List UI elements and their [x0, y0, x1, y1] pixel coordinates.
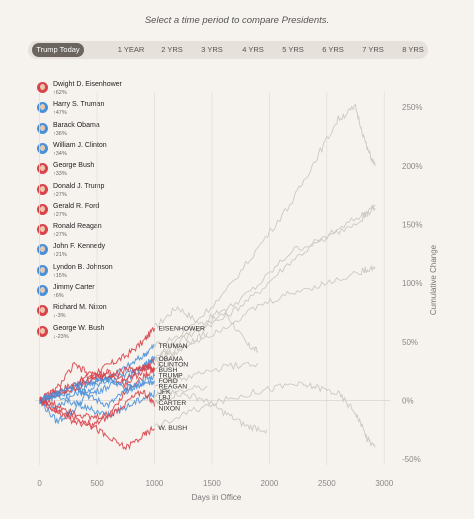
series-line-faded	[154, 330, 208, 365]
series-end-label: CARTER	[158, 400, 186, 407]
series-line	[39, 361, 155, 404]
president-portrait-icon	[37, 163, 48, 175]
time-period-selector: Trump Today 1 YEAR 2 YRS 3 YRS 4 YRS 5 YRS 6 Y…	[28, 41, 428, 59]
period-option[interactable]: 8 YRS	[402, 45, 424, 54]
president-portrait-icon	[37, 203, 48, 215]
legend-change: ↑6%	[53, 293, 64, 299]
legend-name: Ronald Reagan	[53, 223, 102, 231]
legend-change: ↑33%	[53, 171, 67, 178]
series-end-label: BUSH	[158, 367, 177, 374]
president-portrait-icon	[37, 183, 48, 195]
president-portrait-icon	[37, 82, 48, 93]
legend-change: ↑27%	[53, 232, 67, 239]
period-option[interactable]: Trump Today	[32, 43, 84, 57]
x-tick-label: 3000	[375, 479, 393, 488]
series-line-faded	[154, 265, 376, 369]
period-option[interactable]: 7 YRS	[362, 45, 384, 54]
x-tick-label: 1500	[203, 479, 221, 488]
series-line-faded	[154, 204, 376, 349]
president-portrait-icon	[37, 305, 48, 317]
y-axis-title: Cumulative Change	[429, 244, 438, 315]
series-line-faded	[154, 381, 376, 448]
legend-name: William J. Clinton	[53, 141, 107, 149]
series-end-label: EISENHOWER	[158, 325, 205, 332]
series-line-faded	[154, 305, 259, 354]
series-line	[39, 398, 155, 451]
legend-change: ↓-23%	[53, 333, 69, 340]
series-end-label: TRUMAN	[158, 343, 187, 350]
legend-name: George W. Bush	[53, 324, 105, 332]
series-end-label: CLINTON	[158, 361, 188, 368]
series-line-faded	[154, 384, 208, 398]
period-option[interactable]: 1 YEAR	[117, 45, 145, 54]
series-end-label: W. BUSH	[158, 425, 187, 432]
period-option[interactable]: 2 YRS	[161, 45, 183, 54]
legend-change: ↑21%	[53, 252, 67, 259]
y-tick-label: 0%	[402, 396, 414, 405]
legend-name: Harry S. Truman	[53, 101, 105, 109]
legend-change: ↑15%	[53, 272, 67, 279]
legend-change: ↑36%	[53, 130, 67, 137]
y-tick-label: 50%	[402, 338, 418, 347]
legend-change: ↑47%	[53, 110, 67, 117]
legend-name: Jimmy Carter	[53, 284, 95, 291]
legend-name: John F. Kennedy	[53, 243, 106, 251]
series-line-faded	[154, 206, 376, 360]
legend-name: Lyndon B. Johnson	[53, 263, 113, 271]
legend-name: Richard M. Nixon	[53, 304, 107, 312]
series-end-label: LBJ	[158, 394, 170, 401]
period-option[interactable]: 4 YRS	[242, 45, 264, 54]
x-axis-title: Days in Office	[192, 493, 242, 502]
series-end-label: JFK	[158, 389, 171, 396]
series-end-label: REAGAN	[158, 383, 187, 390]
series-line	[39, 343, 155, 412]
president-portrait-icon	[37, 264, 48, 276]
series-end-label: NIXON	[158, 405, 180, 412]
y-tick-label: 200%	[402, 162, 422, 171]
series-line-faded	[154, 389, 268, 435]
legend-change: ↑34%	[53, 150, 67, 157]
period-option[interactable]: 6 YRS	[322, 45, 344, 54]
president-portrait-icon	[37, 122, 48, 134]
president-portrait-icon	[37, 102, 48, 114]
x-tick-label: 2500	[318, 479, 336, 488]
y-tick-label: 250%	[402, 103, 422, 112]
x-tick-label: 0	[37, 479, 42, 488]
series-line-faded	[154, 361, 259, 387]
president-portrait-icon	[37, 325, 48, 337]
y-tick-label: 100%	[402, 279, 422, 288]
president-portrait-icon	[37, 142, 48, 154]
president-portrait-icon	[37, 285, 48, 296]
series-line-faded	[154, 103, 376, 361]
series-line	[39, 376, 155, 405]
president-portrait-icon	[37, 244, 48, 256]
series-end-label: TRUMP	[158, 372, 183, 379]
legend-name: George Bush	[53, 162, 95, 170]
legend-name: Barack Obama	[53, 121, 100, 129]
x-tick-label: 500	[90, 479, 104, 488]
chart-subtitle: Select a time period to compare Presiden…	[144, 15, 330, 26]
period-option[interactable]: 3 YRS	[201, 45, 223, 54]
president-portrait-icon	[37, 224, 48, 236]
series-end-label: FORD	[158, 378, 177, 385]
legend-name: Donald J. Trump	[53, 182, 105, 190]
period-option[interactable]: 5 YRS	[282, 45, 304, 54]
series-line	[39, 389, 155, 418]
series-line	[39, 367, 155, 422]
legend-change: ↑27%	[53, 191, 67, 198]
legend-name: Dwight D. Eisenhower	[53, 81, 122, 88]
legend-change: ↑62%	[53, 90, 67, 96]
x-tick-label: 2000	[260, 479, 278, 488]
series-end-label: OBAMA	[158, 356, 183, 363]
y-tick-label: -50%	[402, 455, 421, 464]
legend-name: Gerald R. Ford	[53, 202, 100, 210]
y-tick-label: 150%	[402, 221, 422, 230]
x-tick-label: 1000	[146, 479, 164, 488]
legend-change: ↓-3%	[53, 313, 66, 320]
legend-change: ↑27%	[53, 211, 67, 218]
